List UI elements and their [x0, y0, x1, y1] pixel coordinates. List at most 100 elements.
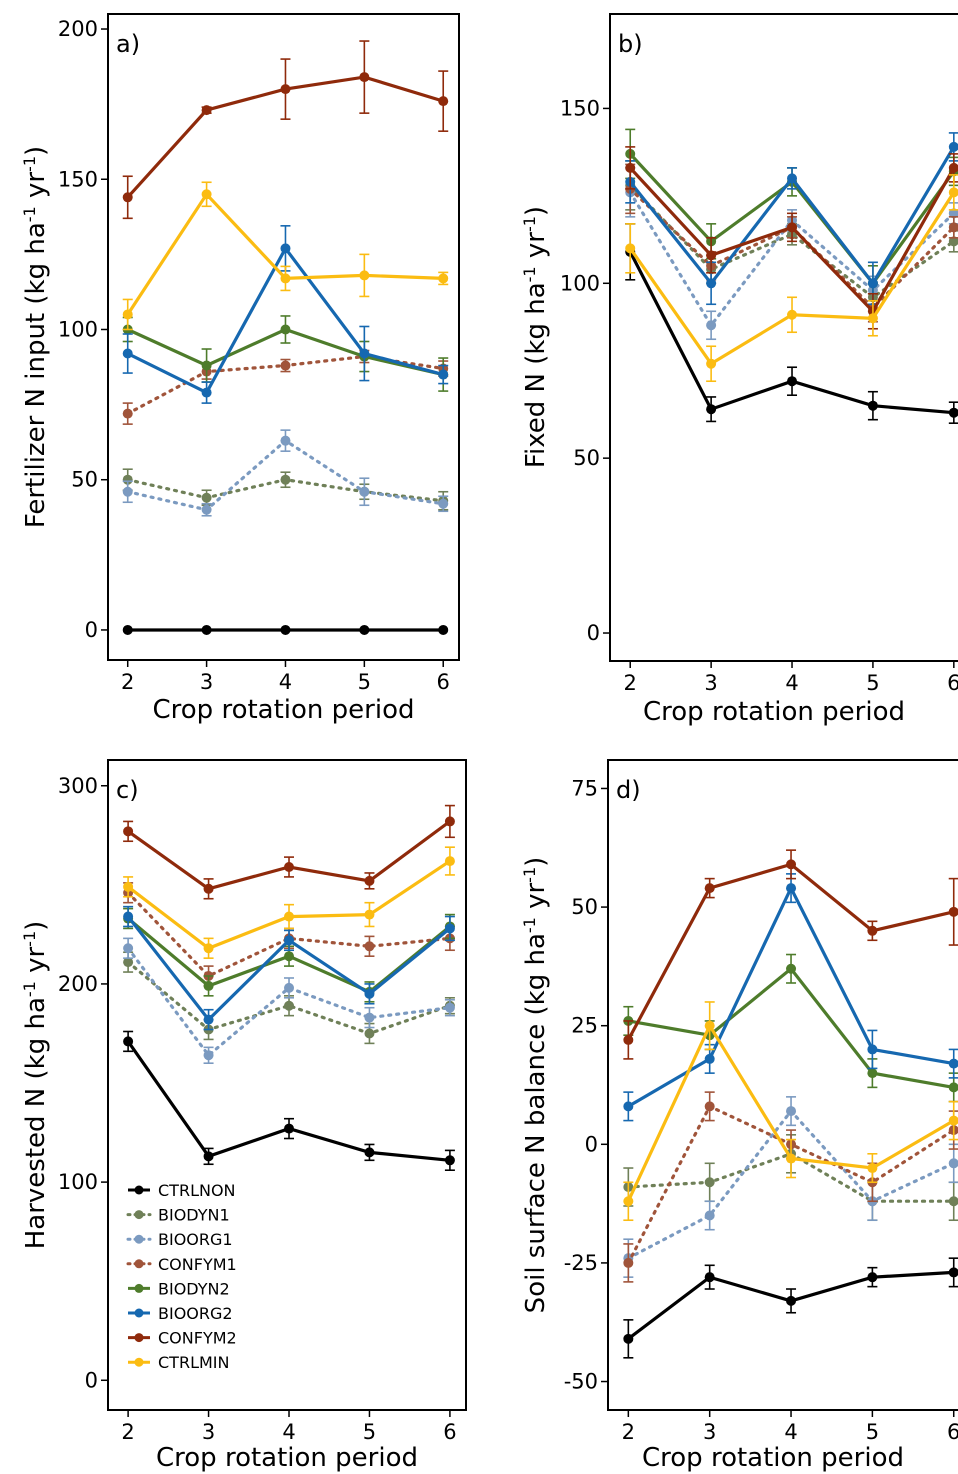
panel-c: c) 0 100 200 300 2 3 4 5 6 Crop rotation period Har…	[20, 759, 467, 1473]
panel-b-plot-area	[625, 128, 958, 424]
panel-c-xtick-label: 4	[282, 1420, 295, 1444]
panel-a-xtick-label: 3	[200, 670, 213, 694]
legend-entry-ctrlnon: CTRLNON	[128, 1181, 236, 1200]
legend-entry-ctrlmin: CTRLMIN	[128, 1353, 229, 1372]
panel-c-series-confym2-point	[364, 875, 375, 886]
panel-d-series-confym2-point	[623, 1034, 634, 1045]
panel-d-xtick-label: 6	[947, 1420, 958, 1444]
panel-d-series-ctrlnon-point	[786, 1295, 797, 1306]
legend-label: BIOORG1	[158, 1230, 233, 1249]
panel-d-series-ctrlmin-point	[786, 1153, 797, 1164]
panel-b-series-confym2-point	[787, 222, 798, 233]
panel-d-series-bioorg1-point	[948, 1158, 958, 1169]
panel-a-series-bioorg1-point	[201, 504, 212, 515]
panel-c-series-biodyn2-point	[284, 951, 295, 962]
legend-entry-biodyn2: BIODYN2	[128, 1279, 230, 1298]
panel-d-series-confym1-point	[623, 1257, 634, 1268]
legend-label: CTRLMIN	[158, 1353, 229, 1372]
panel-d-series-confym2-point	[704, 883, 715, 894]
panel-a-series-bioorg2-point	[359, 348, 370, 359]
panel-a-series-confym2-point	[438, 96, 449, 107]
panel-c-plot-area	[123, 804, 455, 1172]
panel-b-ytick-label: 150	[560, 96, 600, 120]
panel-b-series-biodyn1-point	[948, 236, 958, 247]
panel-b-series-ctrlnon-point	[948, 407, 958, 418]
panel-c-series-ctrlmin-point	[444, 856, 455, 867]
legend-entry-confym1: CONFYM1	[126, 1255, 237, 1274]
panel-d-series-confym2-point	[948, 906, 958, 917]
panel-c-xtick-label: 5	[363, 1420, 376, 1444]
panel-d-series-ctrlnon-point	[623, 1333, 634, 1344]
panel-d-series-biodyn1-point	[948, 1196, 958, 1207]
panel-b: b) 0 50 100 150 2 3 4 5 6 Crop rotation period Fixe…	[520, 13, 958, 727]
panel-b-series-ctrlmin-point	[787, 309, 798, 320]
legend-label: BIODYN1	[158, 1206, 230, 1225]
legend-swatch-point	[134, 1357, 144, 1367]
panel-a-series-ctrlmin-point	[201, 189, 212, 200]
panel-b-y-axis-title: Fixed N (kg ha-1 yr-1)	[520, 206, 552, 468]
panel-c-ytick-label: 100	[58, 1170, 98, 1194]
panel-d-series-confym2	[623, 849, 958, 1060]
panel-c-series-ctrlnon-point	[284, 1123, 295, 1134]
panel-c-series-biodyn1-point	[284, 1000, 295, 1011]
legend-swatch-point	[134, 1185, 144, 1195]
panel-d-series-biodyn2-point	[786, 963, 797, 974]
panel-b-ytick-label: 50	[573, 446, 600, 470]
panel-d-series-ctrlmin-point	[623, 1196, 634, 1207]
panel-c-series-bioorg1-point	[203, 1050, 214, 1061]
legend-entry-confym2: CONFYM2	[128, 1329, 237, 1348]
panel-c-series-bioorg2-point	[203, 1014, 214, 1025]
panel-a-ytick-label: 0	[85, 618, 98, 642]
panel-a-series-ctrlmin-point	[359, 270, 370, 281]
panel-c-frame	[107, 759, 467, 1411]
legend-swatch-point	[134, 1308, 144, 1318]
panel-a-series-bioorg1-point	[280, 435, 291, 446]
panel-c-series-confym2	[123, 804, 455, 900]
panel-d-series-ctrlnon-point	[867, 1272, 878, 1283]
panel-d-plot-area	[623, 849, 958, 1359]
panel-c-series-ctrlnon-line	[126, 1040, 451, 1162]
panel-c-series-biodyn1-point	[364, 1028, 375, 1039]
panel-a-series-confym2-point	[122, 192, 133, 203]
legend-label: CTRLNON	[158, 1181, 236, 1200]
panel-d-series-biodyn2-point	[867, 1068, 878, 1079]
panel-c-series-ctrlnon-point	[444, 1155, 455, 1166]
panel-d-ytick-label: 25	[571, 1014, 598, 1038]
panel-a-series-bioorg2-point	[122, 348, 133, 359]
panel-d-series-ctrlnon-point	[948, 1267, 958, 1278]
panel-a-series-ctrlmin-point	[280, 273, 291, 284]
panel-c-series-confym2-point	[203, 883, 214, 894]
legend-label: CONFYM2	[158, 1329, 237, 1348]
panel-c-xtick-label: 2	[121, 1420, 134, 1444]
panel-c-ytick-label: 200	[58, 972, 98, 996]
panel-a-xtick-label: 4	[279, 670, 292, 694]
legend-label: BIOORG2	[158, 1304, 233, 1323]
panel-a-series-bioorg2-point	[280, 243, 291, 254]
panel-a-series-ctrlmin-point	[438, 273, 449, 284]
legend-swatch-point	[134, 1283, 144, 1293]
panel-b-series-ctrlmin	[625, 174, 958, 383]
panel-c-series-ctrlnon	[123, 1030, 455, 1172]
legend-swatch-point	[134, 1210, 144, 1220]
panel-d-series-confym2-point	[867, 925, 878, 936]
panel-c-series-bioorg1-point	[123, 943, 134, 954]
panel-a-series-bioorg2-point	[438, 369, 449, 380]
legend-label: CONFYM1	[158, 1255, 237, 1274]
panel-a-series-biodyn2-point	[201, 360, 212, 371]
panel-b-series-ctrlmin-point	[625, 243, 636, 254]
panel-c-series-biodyn2-point	[203, 980, 214, 991]
panel-a-ytick-label: 100	[58, 317, 98, 341]
panel-b-frame	[609, 13, 958, 662]
panel-b-series-confym1-point	[948, 222, 958, 233]
panel-d-series-bioorg2-point	[786, 883, 797, 894]
panel-d-ytick-label: -50	[564, 1370, 598, 1394]
panel-c-series-bioorg2-point	[123, 911, 134, 922]
panel-a-ytick-label: 200	[58, 17, 98, 41]
panel-b-series-bioorg2-point	[787, 173, 798, 184]
panel-d-xtick-label: 5	[866, 1420, 879, 1444]
panel-a-series-bioorg1-point	[438, 498, 449, 509]
panel-d-series-biodyn2-line	[628, 966, 954, 1089]
panel-d-series-bioorg1	[623, 1096, 958, 1278]
panel-c-series-ctrlmin	[123, 846, 455, 959]
